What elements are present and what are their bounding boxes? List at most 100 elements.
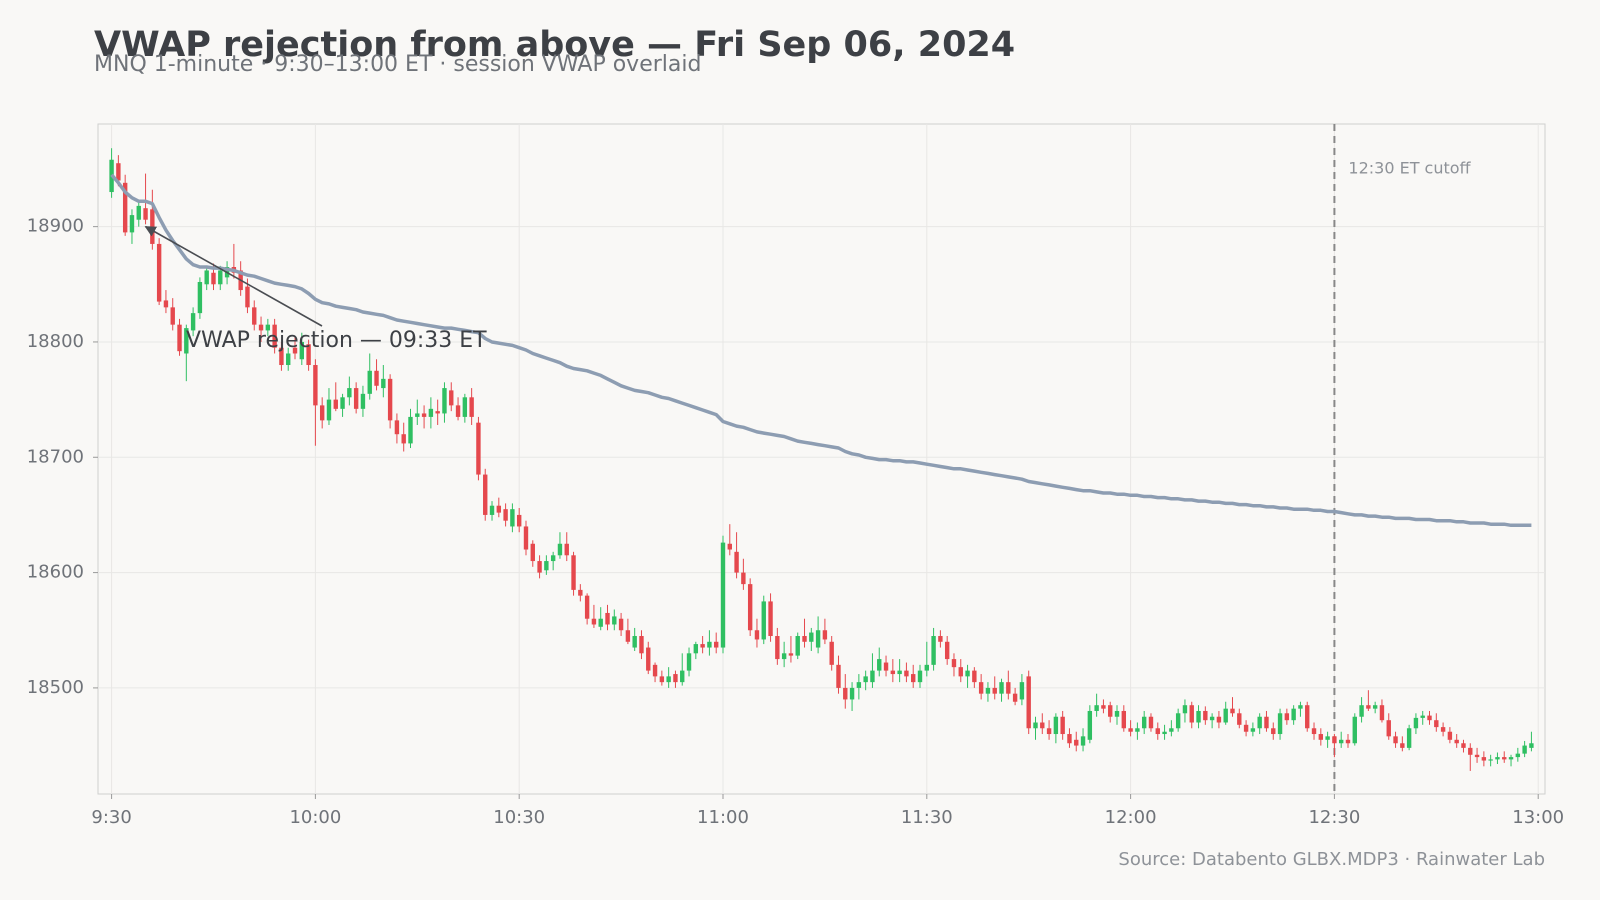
candle-body [1440,727,1446,732]
candle-body [809,632,814,642]
candle-body [1332,736,1337,744]
x-tick-label: 12:00 [1105,807,1157,828]
candle-body [286,353,291,366]
candle-body [1366,705,1371,709]
candle-body [564,543,569,556]
x-tick-label: 11:00 [697,807,749,828]
candle-body [272,324,277,348]
candle-body [510,509,515,527]
candle-body [177,324,182,352]
candle-body [761,601,766,640]
candle-body [1040,722,1045,729]
candle-body [387,378,393,421]
y-tick-label: 18800 [27,331,84,352]
candle-body [1182,705,1188,714]
candle-body [1108,705,1113,717]
candle-body [727,543,732,550]
candle-body [625,630,631,642]
annotation-label: VWAP rejection — 09:33 ET [186,328,487,353]
candle-body [1461,743,1466,748]
candle-body [781,653,787,660]
candle-body [299,341,305,360]
candle-body [951,659,957,668]
y-tick-label: 18700 [27,446,84,467]
candle-body [632,636,637,648]
candle-body [1026,676,1031,729]
candle-body [374,370,379,386]
candle-body [1169,728,1174,732]
candle-body [673,674,678,683]
candle-body [435,411,440,414]
candle-body [598,618,603,627]
candle-body [306,344,311,366]
candle-body [537,561,542,573]
candle-body [1074,739,1079,746]
candle-body [999,682,1004,694]
candle-body [1121,710,1127,729]
candle-body [707,641,712,648]
candle-body [1067,734,1072,744]
candle-body [1311,728,1317,735]
candle-body [591,618,597,625]
candle-body [1094,705,1099,711]
candle-body [917,670,923,683]
candle-body [931,636,936,665]
cutoff-label: 12:30 ET cutoff [1348,159,1471,178]
candle-body [720,542,726,648]
candle-body [1230,708,1235,714]
candle-body [1305,705,1310,729]
candle-body [775,636,780,660]
candle-body [944,641,950,660]
candle-body [449,390,454,406]
candle-body [652,664,658,677]
candle-body [897,670,902,675]
candle-body [258,324,264,331]
x-tick-label: 9:30 [91,807,131,828]
candle-body [836,664,841,688]
candle-body [1196,710,1201,723]
candle-body [197,281,203,314]
candle-body [618,618,624,631]
candle-body [1522,745,1527,754]
candle-body [1175,713,1181,729]
candle-body [1420,715,1425,718]
candle-body [1223,708,1228,723]
candle-body [584,595,590,619]
chart-subtitle: MNQ 1-minute · 9:30–13:00 ET · session V… [94,52,701,77]
candle-body [856,682,862,688]
y-tick-label: 18500 [27,677,84,698]
candle-body [877,659,882,671]
candle-body [156,243,162,302]
x-tick-label: 10:00 [289,807,341,828]
candle-body [1053,716,1059,735]
candle-body [394,420,400,435]
candle-body [1114,710,1120,717]
candle-body [829,641,834,665]
candle-body [483,474,488,515]
candle-body [1216,716,1222,723]
candle-body [184,328,189,354]
candle-body [136,205,141,220]
candle-body [1203,710,1208,721]
candle-body [163,300,169,308]
candle-body [1386,720,1391,737]
candle-body [1243,724,1249,732]
candle-body [1393,736,1398,744]
candle-body [666,676,671,683]
candle-body [455,405,461,417]
candle-body [503,509,508,521]
x-tick-label: 13:00 [1512,807,1564,828]
candle-body [1406,728,1412,748]
candle-body [1529,743,1534,748]
candle-body [1162,731,1167,735]
candle-body [401,434,406,444]
candle-body [1291,708,1296,721]
candle-body [442,388,447,414]
candle-body [965,670,970,677]
candle-body [1277,713,1283,735]
candle-body [958,667,963,677]
candle-body [421,413,427,417]
candle-body [516,514,522,527]
candle-body [1257,716,1262,729]
candle-body [1481,757,1487,761]
